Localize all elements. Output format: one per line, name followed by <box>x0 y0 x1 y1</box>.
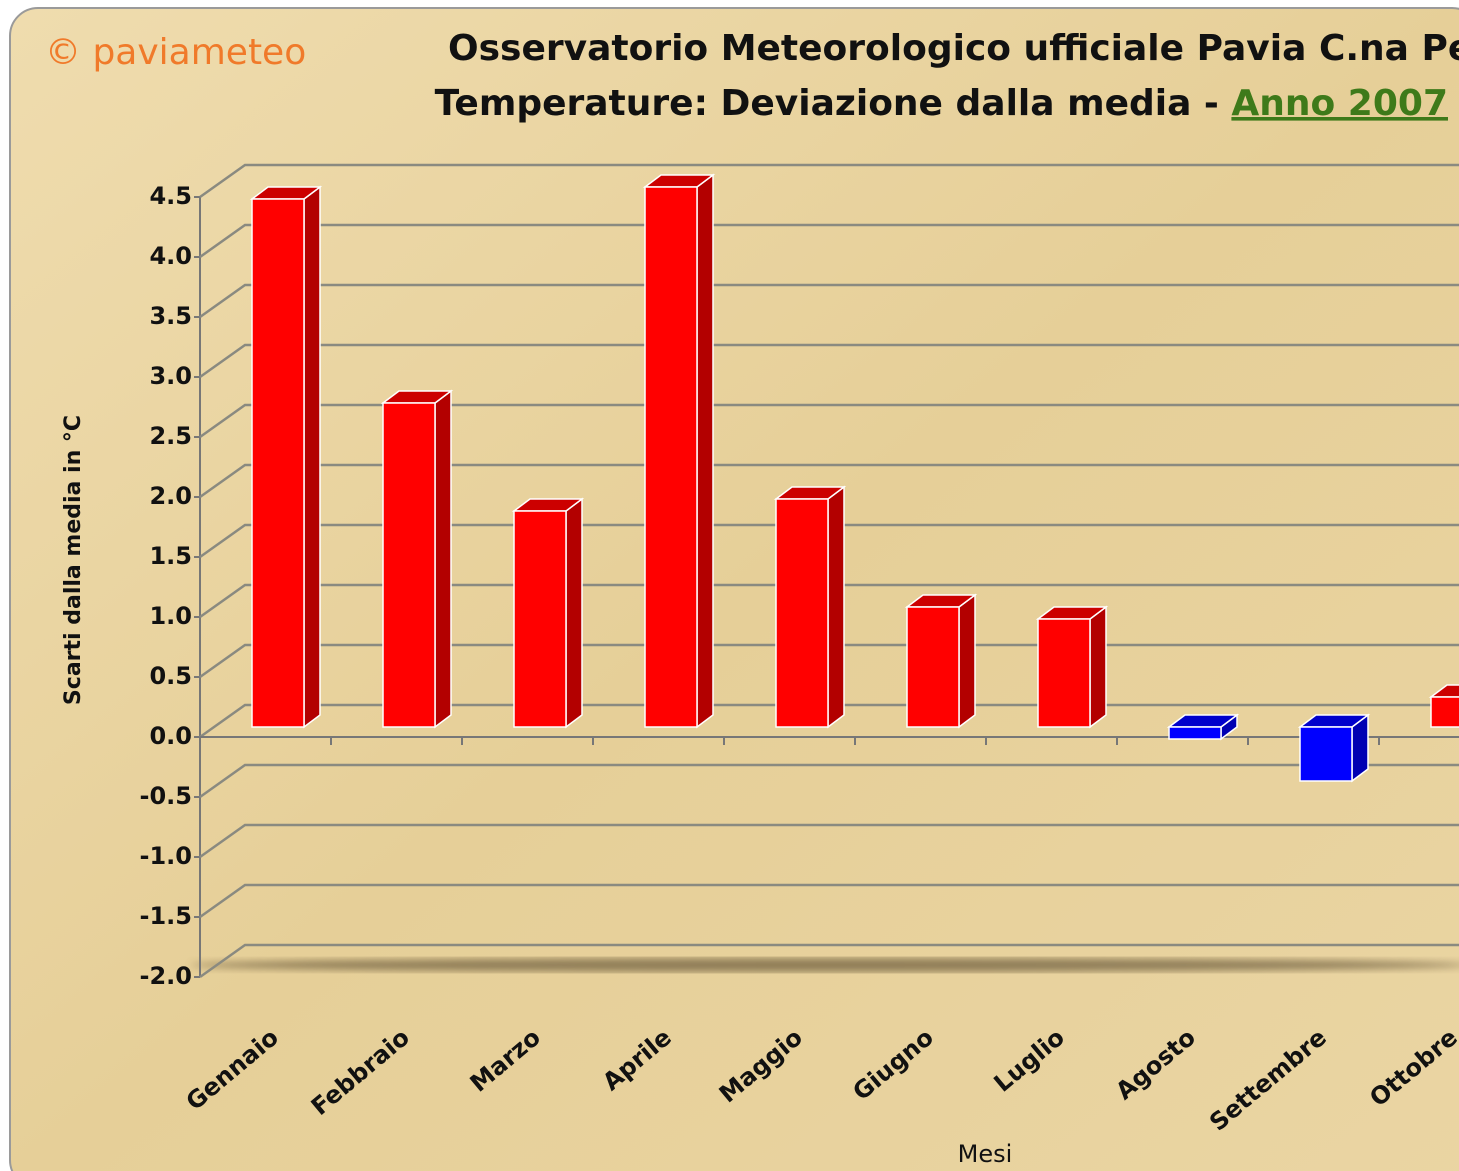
grid-line <box>199 883 1459 919</box>
y-tick-label: -2.0 <box>140 962 192 990</box>
subtitle-text: Temperature: Deviazione dalla media - <box>435 83 1232 124</box>
background <box>9 7 1459 1171</box>
bar <box>1428 684 1459 728</box>
grid-line <box>199 343 1459 379</box>
bar-front <box>382 402 436 728</box>
grid-line <box>199 403 1459 439</box>
bar-front <box>513 510 567 728</box>
watermark: © paviameteo <box>45 32 306 73</box>
bar-side <box>303 185 321 729</box>
y-tick-label: 1.5 <box>149 542 192 570</box>
bar-front <box>1037 618 1091 728</box>
bar-front <box>1430 696 1459 728</box>
y-tick-label: 4.0 <box>149 242 192 270</box>
grid-line <box>199 223 1459 259</box>
subtitle-year: Anno 2007 <box>1231 83 1448 124</box>
y-tick-label: 2.0 <box>149 482 192 510</box>
bar-front <box>1168 726 1222 740</box>
y-axis-label: Scarti dalla media in °C <box>61 415 86 705</box>
grid-line <box>199 763 1459 799</box>
bar <box>1166 713 1240 741</box>
bar-front <box>906 606 960 728</box>
chart-title: Osservatorio Meteorologico ufficiale Pav… <box>448 28 1459 69</box>
bar-front <box>251 198 305 728</box>
bar-side <box>958 593 976 729</box>
y-tick-label: 3.0 <box>149 362 192 390</box>
bar <box>511 497 585 729</box>
grid-line <box>199 463 1459 499</box>
grid-line <box>199 283 1459 319</box>
bar <box>773 485 847 729</box>
bar <box>249 185 323 729</box>
y-tick-label: 2.5 <box>149 422 192 450</box>
bar <box>1035 605 1109 729</box>
y-tick-label: 0.0 <box>149 722 192 750</box>
bar-front <box>1299 726 1353 782</box>
grid-line <box>199 523 1459 559</box>
bar-front <box>775 498 829 728</box>
y-tick-label: -1.0 <box>140 842 192 870</box>
bar <box>642 173 716 729</box>
bar <box>1297 713 1371 783</box>
y-tick-label: 4.5 <box>149 182 192 210</box>
y-tick-label: 3.5 <box>149 302 192 330</box>
grid-line <box>199 823 1459 859</box>
bar-front <box>644 186 698 728</box>
grid-line <box>199 943 1459 979</box>
y-tick-label: -0.5 <box>140 782 192 810</box>
floor-shadow <box>190 958 1459 972</box>
grid-line <box>199 583 1459 619</box>
y-tick-label: -1.5 <box>140 902 192 930</box>
grid-line <box>199 163 1459 199</box>
bar-side <box>696 173 714 729</box>
bar-side <box>1089 605 1107 729</box>
y-tick-label: 1.0 <box>149 602 192 630</box>
bar-top <box>1428 684 1459 698</box>
chart-subtitle: Temperature: Deviazione dalla media - An… <box>435 83 1448 124</box>
x-axis-label: Mesi <box>958 1140 1013 1168</box>
bar <box>380 389 454 729</box>
bar-side <box>827 485 845 729</box>
bar-side <box>434 389 452 729</box>
bar-side <box>565 497 583 729</box>
bar <box>904 593 978 729</box>
y-tick-label: 0.5 <box>149 662 192 690</box>
